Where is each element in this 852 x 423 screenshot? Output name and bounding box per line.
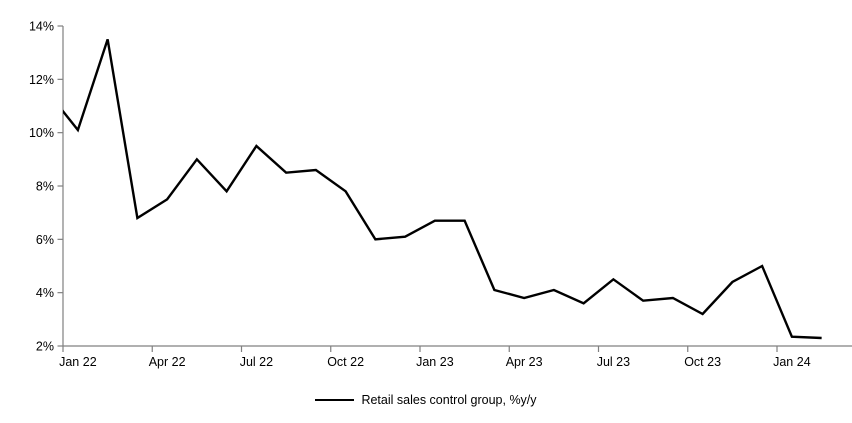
chart-plot-area: 2% 4% 6% 8% 10% 12% 14% Jan 22 Apr 22 Jul 22 Oct 2…: [29, 20, 852, 369]
x-tick-label: Jan 22: [59, 355, 97, 369]
legend-line-swatch: [315, 399, 355, 401]
x-tick-label: Oct 23: [684, 355, 721, 369]
legend-label: Retail sales control group, %y/y: [361, 393, 537, 407]
x-tick-label: Apr 22: [149, 355, 186, 369]
y-tick-label: 2%: [36, 340, 54, 354]
x-tick-label: Jul 22: [240, 355, 273, 369]
y-tick-label: 6%: [36, 233, 54, 247]
x-tick-label: Oct 22: [327, 355, 364, 369]
y-tick-label: 14%: [29, 20, 54, 34]
y-tick-label: 8%: [36, 180, 54, 194]
y-tick-label: 10%: [29, 126, 54, 140]
x-tick-label: Jul 23: [597, 355, 630, 369]
y-tick-label: 4%: [36, 286, 54, 300]
x-tick-label: Jan 24: [773, 355, 811, 369]
y-tick-label: 12%: [29, 73, 54, 87]
series-line-retail-sales: [63, 38, 822, 340]
x-tick-label: Jan 23: [416, 355, 454, 369]
x-tick-label: Apr 23: [506, 355, 543, 369]
chart-legend: Retail sales control group, %y/y: [0, 391, 852, 409]
